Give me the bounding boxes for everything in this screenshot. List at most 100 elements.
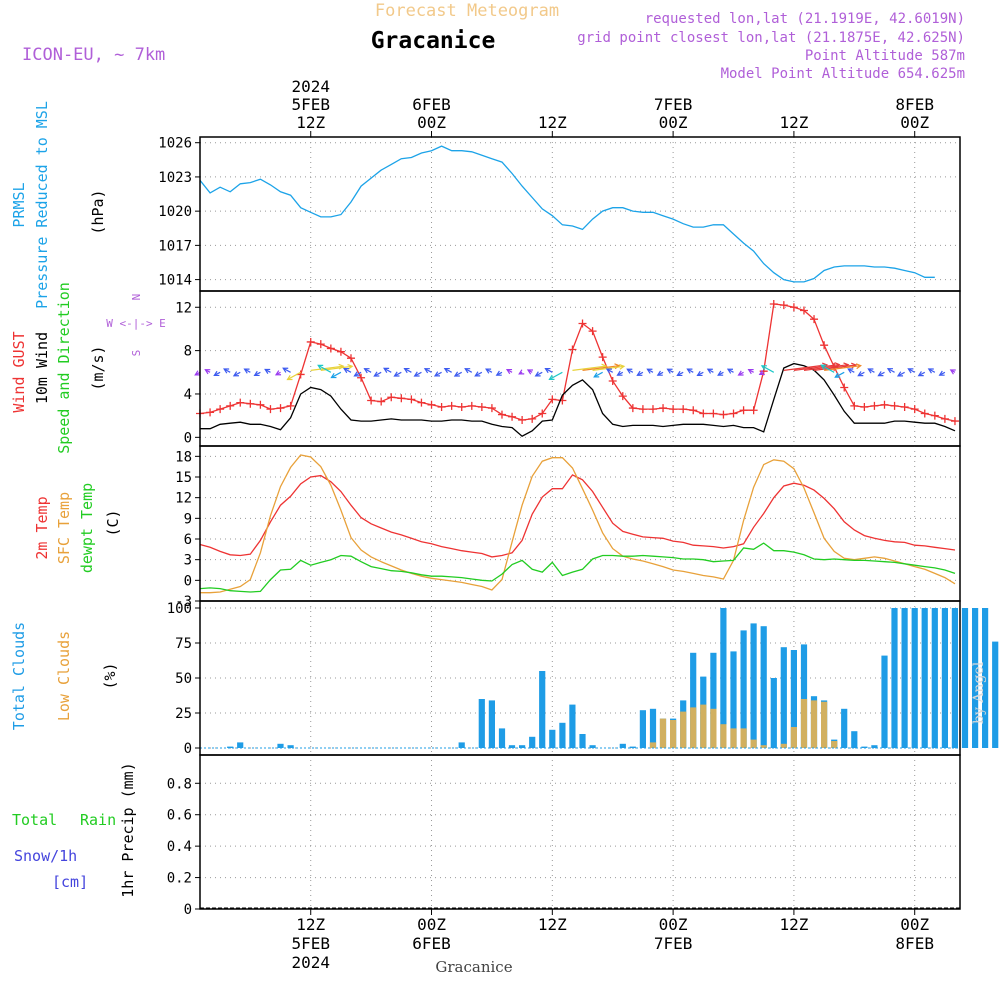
- wind-arrow-head: [927, 368, 934, 374]
- gust-point-marker: [699, 409, 708, 418]
- model-altitude: Model Point Altitude 654.625m: [721, 66, 965, 82]
- y-tick-label: 18: [175, 449, 192, 465]
- panels: 1014 1017 1020 1023 1026 0 4 8 12 -3 0 3 6 9 12 15 18 0 25…: [158, 131, 999, 918]
- wind-arrow-head: [949, 369, 956, 375]
- y-tick-label: 25: [175, 706, 192, 722]
- gust-point-marker: [679, 405, 688, 414]
- wind-arrow-head: [696, 370, 703, 377]
- total_clouds-bar: [277, 743, 284, 748]
- wind-direction-arrow: [549, 371, 563, 380]
- wind-arrow-head: [544, 367, 551, 374]
- y-tick-label: 1014: [158, 273, 192, 289]
- gust-point-marker: [216, 405, 225, 414]
- total_clouds-bar: [629, 746, 636, 748]
- bottom-tick-label: 12Z: [779, 915, 808, 934]
- gust-point-marker: [367, 396, 376, 405]
- gust-point-marker: [256, 400, 265, 409]
- pressure-label-msl: Pressure Reduced to MSL: [33, 101, 51, 309]
- top-tick-label: 12Z: [538, 113, 567, 132]
- wind-arrow-head: [855, 363, 862, 370]
- total_clouds-bar: [579, 734, 586, 748]
- compass-n: N: [130, 294, 143, 301]
- clouds-unit: (%): [101, 662, 119, 689]
- wind-direction-arrow: [545, 368, 553, 373]
- gust-point-marker: [477, 402, 486, 411]
- total_clouds-bar: [559, 722, 566, 748]
- gust-point-marker: [810, 315, 819, 324]
- temp2m-series-line: [199, 474, 956, 558]
- wind-arrow-head: [857, 371, 864, 377]
- wind-arrow-head: [938, 370, 945, 376]
- wind-arrow-head: [666, 368, 673, 374]
- gust-point-marker: [709, 409, 718, 418]
- gust-point-marker: [638, 405, 647, 414]
- total_clouds-bar: [911, 608, 918, 748]
- gust-point-marker: [900, 402, 909, 411]
- wind-arrow-head: [194, 370, 201, 376]
- y-tick-label: 3: [184, 553, 192, 569]
- wind-arrow-head: [847, 368, 854, 374]
- wind-arrow-head: [373, 371, 380, 377]
- total_clouds-bar: [710, 652, 717, 748]
- compass-s: S: [130, 350, 143, 357]
- gust-point-marker: [417, 398, 426, 407]
- precip-rain-label: Rain: [80, 811, 116, 829]
- total_clouds-bar: [488, 700, 495, 748]
- total_clouds-bar: [961, 608, 969, 748]
- wind-direction-arrow: [572, 365, 607, 371]
- panel-temperature: -3 0 3 6 9 12 15 18: [175, 445, 961, 610]
- total_clouds-bar: [901, 608, 908, 748]
- y-tick-label: 9: [184, 511, 192, 527]
- precip-snow-unit: [cm]: [52, 873, 88, 891]
- gust-point-marker: [236, 398, 245, 407]
- wind-arrow-head: [413, 371, 420, 377]
- gust-point-marker: [538, 409, 547, 418]
- wind-arrow-head: [253, 370, 260, 377]
- top-tick-label: 2024: [291, 77, 330, 96]
- wind-arrow-head: [403, 367, 410, 374]
- wind-arrow-head: [317, 364, 324, 370]
- gust-point-marker: [437, 402, 446, 411]
- gust-point-marker: [457, 402, 466, 411]
- y-tick-label: 100: [167, 601, 192, 617]
- gust-point-marker: [729, 409, 738, 418]
- wind-arrow-head: [485, 368, 492, 374]
- total_clouds-bar: [881, 655, 888, 748]
- low_clouds-bar: [810, 700, 818, 748]
- gust-point-marker: [950, 417, 959, 426]
- wind-arrow-head: [758, 369, 765, 376]
- total_clouds-bar: [851, 731, 858, 748]
- gust-point-marker: [850, 401, 859, 410]
- y-tick-label: 6: [184, 532, 192, 548]
- low-clouds-label: Low Clouds: [55, 631, 73, 721]
- low_clouds-bar: [710, 708, 717, 748]
- low_clouds-bar: [790, 727, 797, 748]
- wind-arrow-head: [605, 368, 612, 374]
- wind-arrow-head: [686, 368, 693, 374]
- wind-arrow-head: [877, 371, 884, 377]
- wind-arrow-head: [619, 363, 626, 370]
- total_clouds-bar: [529, 736, 536, 748]
- low_clouds-bar: [730, 728, 737, 748]
- top-tick-label: 7FEB: [654, 95, 693, 114]
- dewpt-series-line: [199, 542, 956, 593]
- total_clouds-bar: [519, 745, 526, 748]
- wind-arrow-head: [393, 371, 400, 377]
- total_clouds-bar: [770, 678, 777, 748]
- bottom-tick-label: 12Z: [296, 915, 325, 934]
- total_clouds-bar: [941, 608, 948, 748]
- wind-arrow-head: [243, 368, 250, 374]
- wind-arrow-head: [474, 371, 481, 377]
- wind-arrow-head: [907, 368, 914, 374]
- wind-direction-arrow: [343, 368, 352, 373]
- gust-point-marker: [316, 340, 325, 349]
- total_clouds-bar: [841, 708, 848, 748]
- total_clouds-bar: [508, 745, 516, 748]
- wind-direction-arrow: [834, 371, 845, 378]
- total_clouds-bar: [690, 652, 697, 748]
- wind-arrow-head: [646, 368, 653, 374]
- top-tick-label: 5FEB: [291, 95, 330, 114]
- wind-arrow-head: [867, 368, 874, 374]
- bottom-tick-label: 12Z: [538, 915, 567, 934]
